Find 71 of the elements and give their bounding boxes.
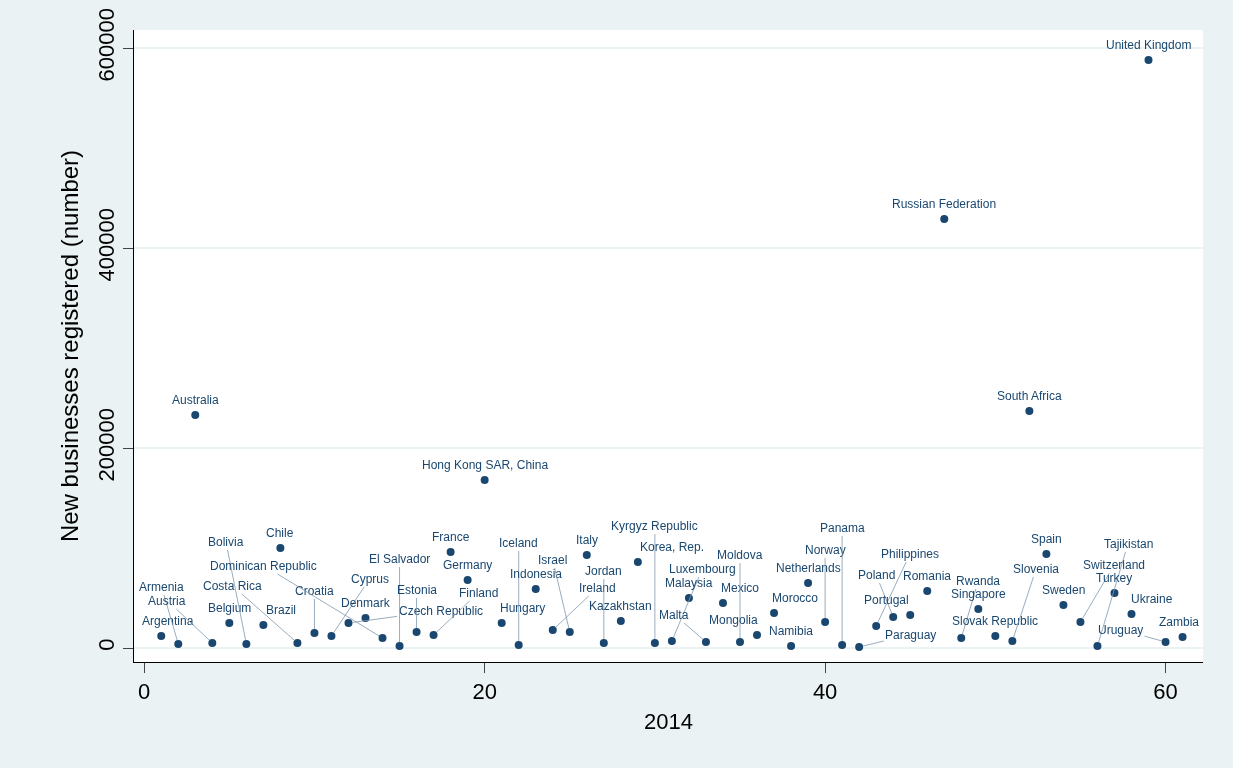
annotation: Zambia [1159, 615, 1200, 629]
annotation: Paraguay [885, 628, 937, 642]
annotation: Germany [443, 558, 493, 572]
annotation: Denmark [341, 596, 391, 610]
annotation: Brazil [266, 603, 297, 617]
annotation: Estonia [397, 583, 438, 597]
annotation: Switzerland [1083, 558, 1146, 572]
annotation: United Kingdom [1106, 38, 1192, 52]
y-tick-label: 600000 [94, 7, 120, 82]
annotation: Namibia [769, 624, 814, 638]
annotation: Korea, Rep. [640, 540, 705, 554]
y-axis-title: New businesses registered (number) [56, 149, 84, 543]
annotation: Poland [858, 568, 896, 582]
annotation: Costa Rica [203, 579, 263, 593]
annotation: Ireland [579, 581, 616, 595]
annotation: Bolivia [208, 535, 244, 549]
annotation: Cyprus [351, 572, 390, 586]
annotation: Malta [659, 608, 689, 622]
annotation: Russian Federation [892, 197, 997, 211]
x-axis-title: 2014 [644, 709, 693, 735]
annotation: Luxembourg [669, 562, 736, 576]
annotation: Romania [903, 569, 952, 583]
x-tick-label: 0 [138, 679, 151, 705]
annotation: Singapore [951, 587, 1007, 601]
annotation: Mongolia [709, 613, 759, 627]
annotation: Tajikistan [1104, 537, 1154, 551]
annotation: Malaysia [665, 576, 713, 590]
y-tick-label: 0 [94, 638, 120, 651]
annotation: Mexico [721, 581, 760, 595]
x-tick-label: 60 [1153, 679, 1178, 705]
x-tick-label: 20 [472, 679, 497, 705]
annotation: Panama [820, 521, 866, 535]
annotation: Chile [266, 526, 294, 540]
annotation: Slovak Republic [952, 614, 1039, 628]
annotation: Italy [576, 533, 599, 547]
annotation: Iceland [499, 536, 538, 550]
annotation: Armenia [139, 580, 185, 594]
annotation: Austria [148, 594, 186, 608]
annotation: Croatia [295, 584, 335, 598]
annotation: Turkey [1096, 571, 1133, 585]
annotation: Dominican Republic [210, 559, 317, 573]
y-tick-label: 200000 [94, 407, 120, 482]
annotation: Czech Republic [399, 604, 484, 618]
annotation: Australia [172, 393, 220, 407]
annotation: Uruguay [1098, 623, 1144, 637]
annotation: France [432, 530, 470, 544]
x-tick-label: 40 [812, 679, 838, 705]
annotation: Philippines [881, 547, 940, 561]
annotation: Kyrgyz Republic [611, 519, 698, 533]
annotation: Netherlands [776, 561, 841, 575]
annotation: Ukraine [1131, 592, 1173, 606]
annotation: Slovenia [1013, 562, 1060, 576]
annotation: Belgium [208, 601, 252, 615]
annotation: Rwanda [956, 574, 1001, 588]
annotation: Portugal [864, 593, 909, 607]
annotation: South Africa [997, 389, 1063, 403]
annotation: Israel [538, 553, 568, 567]
annotation: Hong Kong SAR, China [422, 458, 549, 472]
annotation: Spain [1031, 532, 1062, 546]
annotation: Indonesia [510, 567, 563, 581]
annotation: Finland [459, 586, 499, 600]
annotation: Kazakhstan [589, 599, 652, 613]
y-tick-label: 400000 [94, 207, 120, 282]
annotation: Hungary [500, 601, 546, 615]
annotation: Jordan [585, 564, 622, 578]
annotation: Morocco [772, 591, 819, 605]
annotation: Norway [805, 543, 846, 557]
annotation: Moldova [717, 548, 763, 562]
annotation: Sweden [1042, 583, 1086, 597]
annotation: Argentina [142, 614, 194, 628]
annotation: El Salvador [369, 552, 431, 566]
